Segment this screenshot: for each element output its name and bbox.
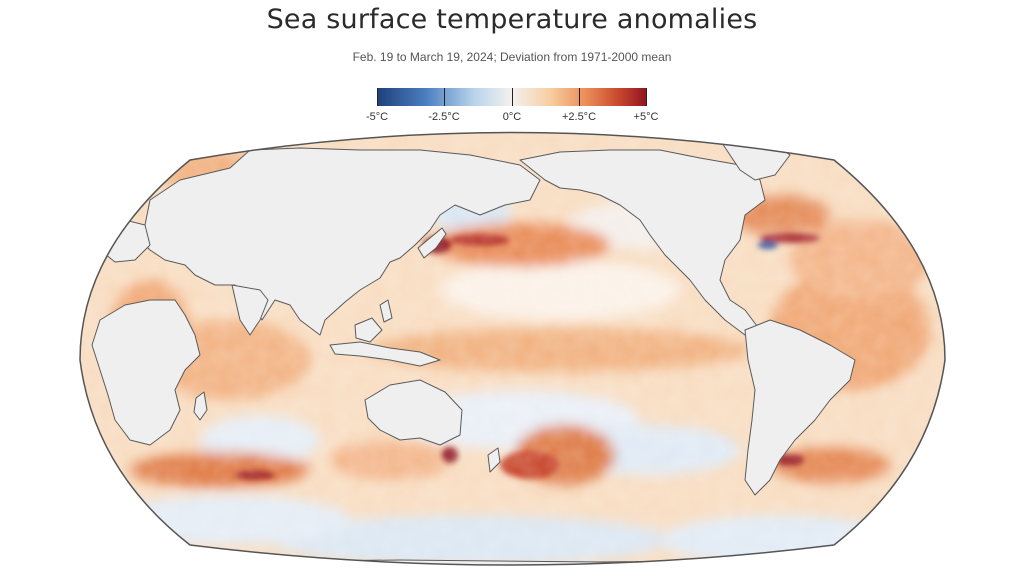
india-landmass (231, 284, 269, 336)
legend-tick (377, 88, 378, 106)
legend-tick (646, 88, 647, 106)
australia-landmass (364, 379, 463, 446)
legend-label-max: +5°C (633, 111, 659, 123)
philippines-landmass (379, 299, 393, 323)
page-subtitle: Feb. 19 to March 19, 2024; Deviation fro… (352, 50, 672, 64)
legend-label-min: -5°C (365, 111, 389, 123)
japan-landmass (417, 227, 447, 259)
legend-label-pos: +2.5°C (561, 111, 597, 123)
madagascar-landmass (193, 391, 208, 421)
legend-label-zero: 0°C (502, 111, 522, 123)
south-america-landmass (744, 319, 856, 496)
legend-tick (512, 88, 513, 106)
antarctica-landmass (80, 559, 945, 565)
legend-tick (579, 88, 580, 106)
globe-outline (79, 131, 946, 566)
color-legend: -5°C -2.5°C 0°C +2.5°C +5°C (366, 88, 658, 128)
north-america-landmass (519, 149, 766, 336)
new-zealand-landmass (487, 447, 501, 473)
indonesia-landmass (329, 341, 441, 367)
legend-tick (444, 88, 445, 106)
legend-label-neg: -2.5°C (428, 111, 460, 123)
page-title: Sea surface temperature anomalies (266, 4, 758, 35)
africa-landmass (91, 299, 201, 446)
borneo-landmass (354, 317, 383, 343)
